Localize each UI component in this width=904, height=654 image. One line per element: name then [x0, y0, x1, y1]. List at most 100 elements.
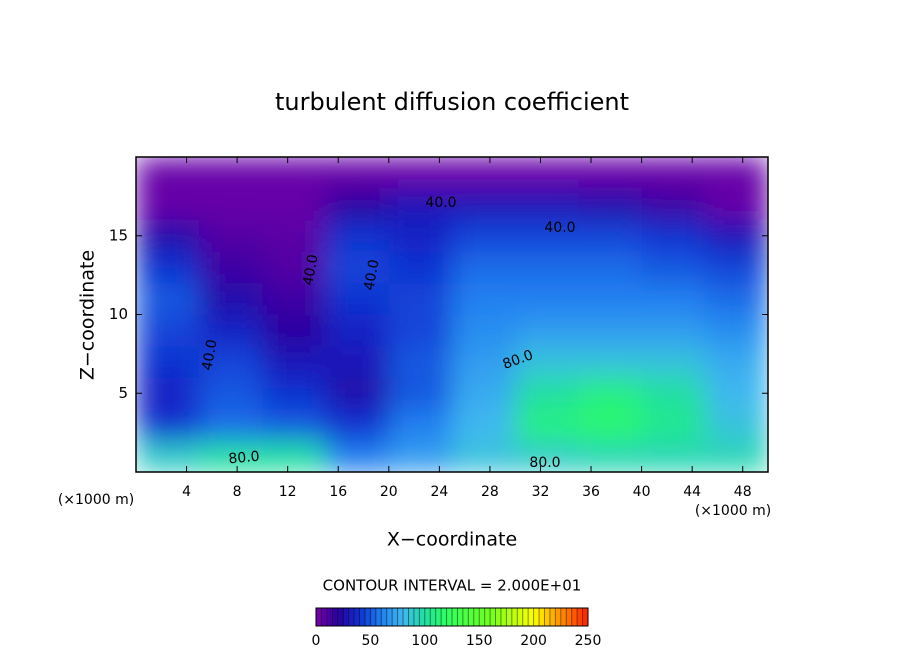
- field-cell: [136, 188, 200, 221]
- field-cell: [199, 251, 263, 284]
- field-cell: [388, 409, 453, 441]
- colorbar-cell: [343, 608, 349, 626]
- field-cell: [515, 283, 579, 315]
- field-cell: [262, 188, 327, 221]
- field-cell: [388, 314, 453, 347]
- field-cell: [704, 377, 768, 410]
- field-cell: [704, 314, 768, 347]
- field-cell: [578, 409, 643, 441]
- field-cell: [704, 283, 768, 315]
- field-cell: [452, 377, 516, 410]
- field-cell: [136, 220, 200, 252]
- field-cell: [325, 188, 390, 221]
- colorbar-cell: [424, 608, 431, 626]
- x-tick-label: 24: [430, 484, 448, 500]
- colorbar-cell: [348, 608, 355, 626]
- field-cell: [452, 157, 516, 189]
- field-cell: [325, 314, 390, 347]
- chart-title: turbulent diffusion coefficient: [275, 88, 629, 116]
- field-cell: [704, 188, 768, 221]
- colorbar-cell: [364, 608, 371, 626]
- colorbar-cell: [522, 608, 529, 626]
- field-cell: [136, 346, 200, 378]
- colorbar-cell: [577, 608, 583, 626]
- y-unit: (×1000 m): [58, 492, 134, 508]
- field-cell: [515, 188, 579, 221]
- field: [136, 157, 768, 472]
- colorbar-frame: [315, 607, 589, 627]
- colorbar-tick-label: 100: [411, 633, 438, 649]
- colorbar-cell: [566, 608, 572, 626]
- x-tick-label: 12: [279, 484, 297, 500]
- field-cell: [641, 157, 706, 189]
- colorbar-cell: [403, 608, 409, 626]
- field-cell: [578, 377, 643, 410]
- colorbar-tick-label: 150: [466, 633, 493, 649]
- field-cell: [704, 251, 768, 284]
- colorbar-cell: [326, 608, 333, 626]
- field-cell: [452, 314, 516, 347]
- y-tick-label: 5: [118, 384, 128, 402]
- field-cell: [452, 440, 516, 472]
- colorbar-tick-label: 50: [361, 633, 379, 649]
- field-cell: [199, 409, 263, 441]
- field-cell: [199, 440, 263, 472]
- colorbar-cell: [533, 608, 540, 626]
- x-tick-label: 44: [683, 484, 701, 500]
- contour-label: 40.0: [361, 258, 382, 291]
- field-cell: [704, 440, 768, 472]
- field-cell: [388, 283, 453, 315]
- field-cell: [515, 377, 579, 410]
- field-cell: [199, 346, 263, 378]
- colorbar-cell: [375, 608, 382, 626]
- field-cell: [704, 157, 768, 189]
- colorbar-cell: [506, 608, 513, 626]
- colorbar-cell: [435, 608, 442, 626]
- field-cell: [578, 188, 643, 221]
- colorbar-cell: [441, 608, 447, 626]
- colorbar-cell: [332, 608, 339, 626]
- colorbar-cell: [397, 608, 404, 626]
- field-cell: [641, 188, 706, 221]
- field-cell: [641, 346, 706, 378]
- contour-label: 40.0: [199, 338, 220, 371]
- field-cell: [325, 283, 390, 315]
- colorbar-cell: [392, 608, 398, 626]
- colorbar-cell: [560, 608, 567, 626]
- field-cell: [262, 283, 327, 315]
- field-cell: [515, 251, 579, 284]
- field-cell: [641, 409, 706, 441]
- field-cell: [515, 440, 579, 472]
- colorbar-cell: [452, 608, 458, 626]
- colorbar-cell: [462, 608, 469, 626]
- field-cell: [262, 377, 327, 410]
- field-cell: [388, 346, 453, 378]
- field-cell: [515, 314, 579, 347]
- x-axis-label: X−coordinate: [387, 529, 517, 551]
- field-cell: [136, 251, 200, 284]
- y-tick-label: 15: [109, 226, 128, 244]
- field-cell: [578, 440, 643, 472]
- field-cell: [452, 188, 516, 221]
- field-cell: [136, 157, 200, 189]
- x-tick-label: 20: [380, 484, 398, 500]
- colorbar-cell: [555, 608, 562, 626]
- field-cell: [325, 346, 390, 378]
- colorbar-cell: [381, 608, 388, 626]
- field-cell: [262, 440, 327, 472]
- field-cell: [641, 314, 706, 347]
- field-cell: [578, 346, 643, 378]
- field-cell: [641, 440, 706, 472]
- field-cell: [325, 440, 390, 472]
- field-cell: [452, 220, 516, 252]
- contour-label: 80.0: [529, 455, 560, 471]
- colorbar-cell: [354, 608, 360, 626]
- field-cell: [641, 377, 706, 410]
- contour-label: 40.0: [425, 195, 456, 211]
- x-tick-label: 28: [481, 484, 499, 500]
- x-tick-label: 16: [329, 484, 347, 500]
- colorbar-cell: [582, 608, 589, 626]
- field-cell: [325, 377, 390, 410]
- colorbar-tick-label: 200: [520, 633, 547, 649]
